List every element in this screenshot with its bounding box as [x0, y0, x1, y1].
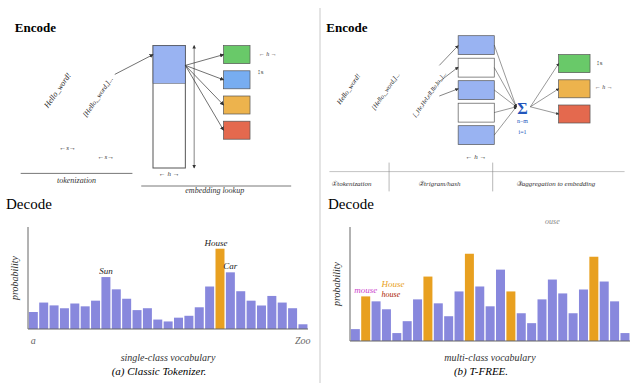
svg-text:Car: Car: [223, 261, 238, 271]
svg-text:← h →: ← h →: [259, 51, 277, 57]
svg-text:Hello_word!: Hello_word!: [335, 72, 363, 107]
svg-text:tokenization: tokenization: [57, 176, 96, 185]
svg-text:Encode: Encode: [326, 20, 367, 35]
svg-text:probability: probability: [331, 261, 342, 307]
svg-text:Hello_word!: Hello_word!: [42, 71, 73, 111]
svg-text:[_He,Hel,ell,llo,lo_]...: [_He,Hel,ell,llo,lo_]...: [411, 70, 448, 119]
svg-text:[Hello,_word,]...: [Hello,_word,]...: [81, 75, 115, 119]
html-text:Decode: Decode: [6, 196, 52, 212]
svg-text:←s→: ←s→: [98, 153, 115, 161]
svg-text:②trigram/hash: ②trigram/hash: [418, 180, 461, 188]
html-text:Decode: Decode: [328, 196, 374, 212]
svg-text:↕s: ↕s: [596, 59, 603, 67]
svg-text:House: House: [203, 238, 227, 248]
svg-text:← h →: ← h →: [595, 84, 613, 90]
svg-text:a: a: [31, 335, 36, 346]
svg-text:single-class vocabulary: single-class vocabulary: [121, 352, 216, 363]
svg-text:↕s: ↕s: [257, 68, 264, 76]
svg-text:probability: probability: [9, 255, 20, 301]
svg-text:Sun: Sun: [99, 266, 113, 276]
svg-text:①tokenization: ①tokenization: [331, 180, 372, 188]
html-text:(b) T-FREE.: (b) T-FREE.: [453, 365, 509, 377]
svg-text:Encode: Encode: [15, 20, 56, 35]
svg-text:house: house: [382, 290, 401, 299]
svg-text:← h →: ← h →: [159, 170, 180, 178]
svg-text:n−m: n−m: [517, 118, 528, 124]
svg-text:[Hello,_word,]...: [Hello,_word,]...: [370, 71, 402, 112]
svg-text:multi-class vocabulary: multi-class vocabulary: [444, 352, 536, 363]
svg-text:mouse: mouse: [354, 285, 377, 295]
svg-text:i=1: i=1: [518, 129, 526, 135]
svg-text:ouse: ouse: [545, 217, 560, 226]
svg-text:③aggregation to embedding: ③aggregation to embedding: [516, 180, 596, 188]
svg-text:embedding lookup: embedding lookup: [185, 186, 244, 195]
svg-text:Σ: Σ: [517, 100, 527, 117]
svg-text:← h →: ← h →: [466, 153, 487, 161]
svg-text:Zoo: Zoo: [295, 335, 311, 346]
html-text:(a) Classic Tokenizer.: (a) Classic Tokenizer.: [111, 365, 207, 377]
svg-text:House: House: [381, 279, 405, 289]
svg-text:←s→: ←s→: [59, 144, 76, 152]
